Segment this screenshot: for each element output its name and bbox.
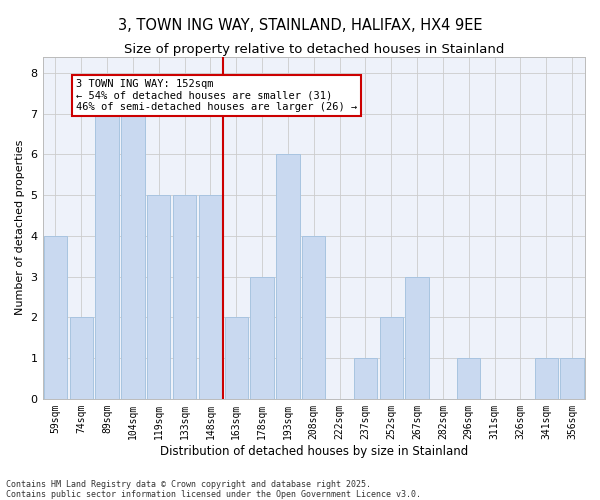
- Bar: [535, 358, 558, 399]
- Bar: [380, 318, 403, 399]
- Bar: [121, 114, 145, 399]
- Bar: [354, 358, 377, 399]
- Bar: [302, 236, 325, 399]
- Text: 3, TOWN ING WAY, STAINLAND, HALIFAX, HX4 9EE: 3, TOWN ING WAY, STAINLAND, HALIFAX, HX4…: [118, 18, 482, 32]
- Text: 3 TOWN ING WAY: 152sqm
← 54% of detached houses are smaller (31)
46% of semi-det: 3 TOWN ING WAY: 152sqm ← 54% of detached…: [76, 79, 358, 112]
- Bar: [457, 358, 481, 399]
- Text: Contains HM Land Registry data © Crown copyright and database right 2025.
Contai: Contains HM Land Registry data © Crown c…: [6, 480, 421, 499]
- Bar: [199, 195, 222, 399]
- Title: Size of property relative to detached houses in Stainland: Size of property relative to detached ho…: [124, 42, 504, 56]
- Bar: [560, 358, 584, 399]
- X-axis label: Distribution of detached houses by size in Stainland: Distribution of detached houses by size …: [160, 444, 468, 458]
- Bar: [277, 154, 299, 399]
- Y-axis label: Number of detached properties: Number of detached properties: [15, 140, 25, 316]
- Bar: [250, 276, 274, 399]
- Bar: [70, 318, 93, 399]
- Bar: [224, 318, 248, 399]
- Bar: [406, 276, 429, 399]
- Bar: [95, 114, 119, 399]
- Bar: [147, 195, 170, 399]
- Bar: [44, 236, 67, 399]
- Bar: [173, 195, 196, 399]
